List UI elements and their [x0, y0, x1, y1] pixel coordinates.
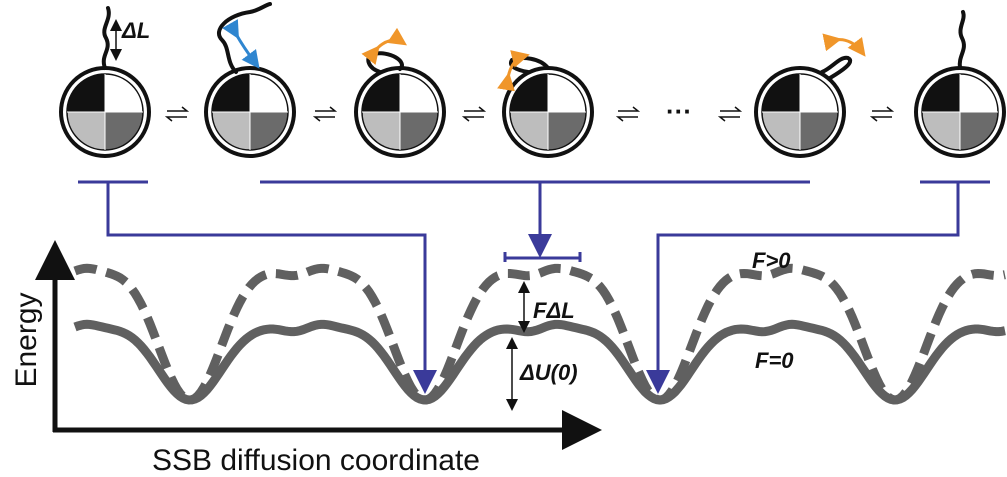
f-positive-label: F>0	[752, 248, 791, 273]
f-delta-l-label: FΔL	[533, 298, 575, 323]
dna-tails	[104, 4, 964, 78]
ellipsis: ···	[666, 96, 692, 126]
delta-l-label: ΔL	[121, 18, 150, 43]
ssb-states	[61, 68, 1004, 156]
diagram: ΔL ··· Energy SSB diffusion coordinate F…	[0, 0, 1007, 477]
orange-rotation	[376, 40, 402, 50]
delta-u-label: ΔU(0)	[519, 360, 578, 385]
f-zero-label: F=0	[755, 348, 794, 373]
x-axis-label: SSB diffusion coordinate	[152, 444, 480, 477]
y-axis-label: Energy	[10, 292, 43, 387]
orange-rotation	[836, 40, 862, 52]
blue-rotation	[236, 34, 256, 64]
